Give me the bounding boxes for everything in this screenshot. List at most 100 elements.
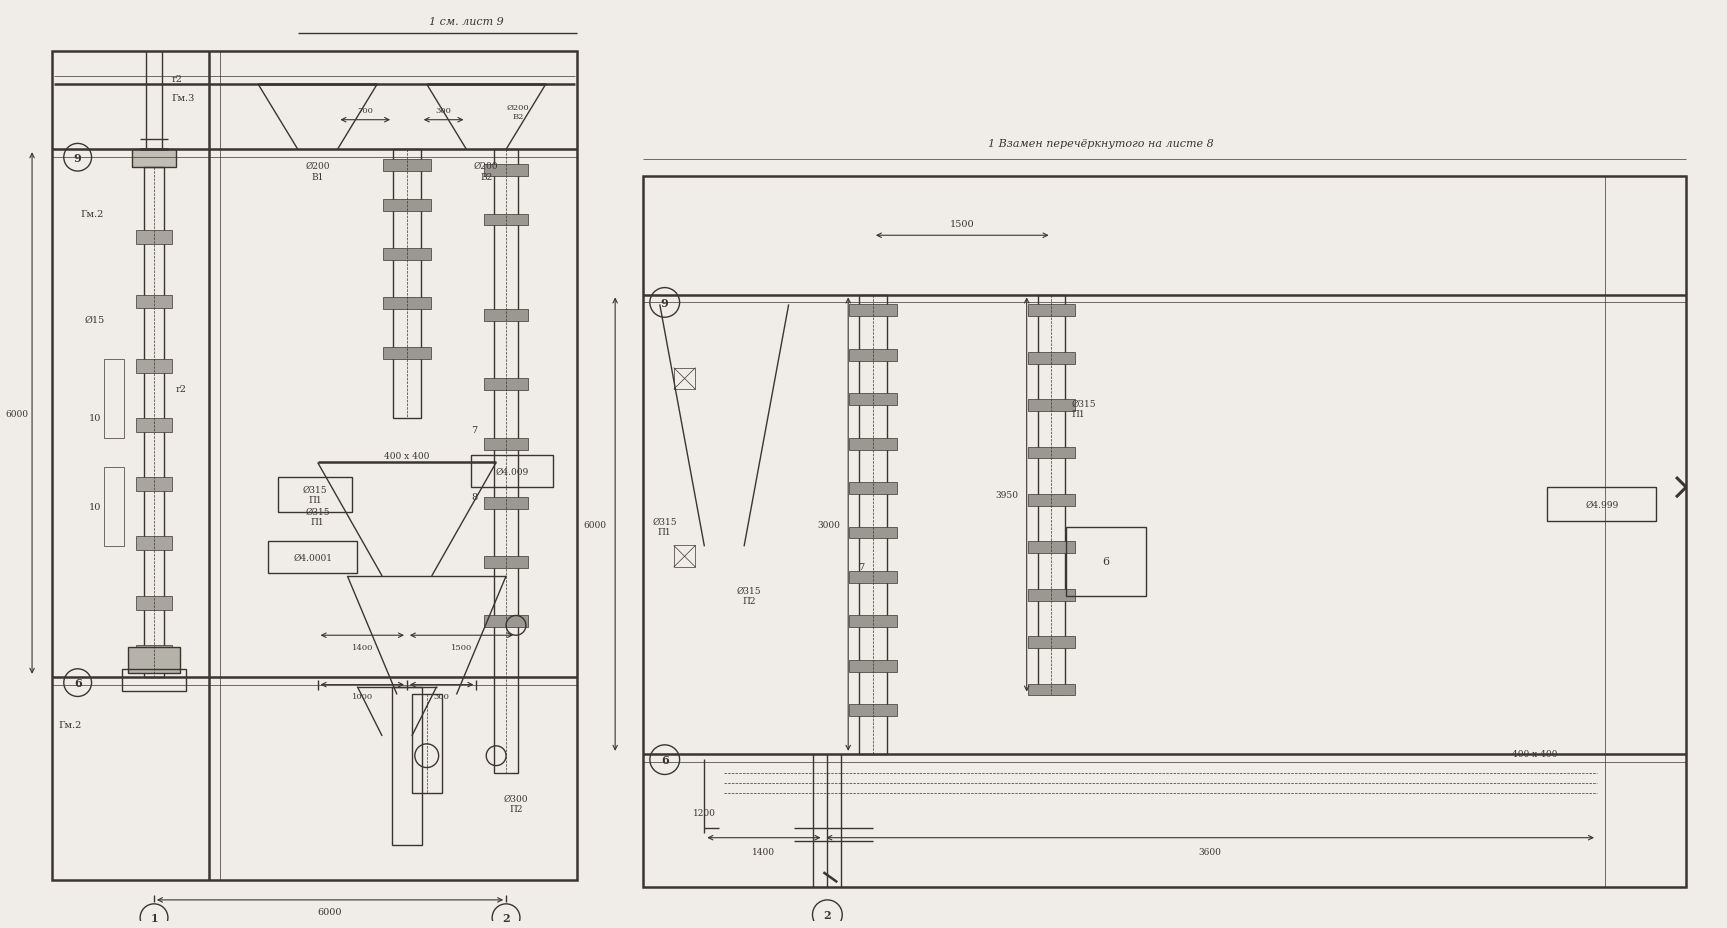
Text: Гм.3: Гм.3 [173,95,195,103]
Bar [1547,487,1656,522]
Text: 9: 9 [661,298,668,309]
Bar [1066,527,1145,596]
Text: 1 Взамен перечёркнутого на листе 8: 1 Взамен перечёркнутого на листе 8 [988,139,1214,149]
Bar [850,350,896,361]
Text: Ø200
B2: Ø200 B2 [473,162,499,182]
Text: 8: 8 [471,493,477,502]
Bar [136,537,173,550]
Bar [850,305,896,316]
Bar [136,295,173,309]
Text: r2: r2 [173,74,183,84]
Bar [484,497,528,509]
Text: Ø300
П2: Ø300 П2 [504,793,528,813]
Bar [133,150,176,168]
Text: Ø4.0001: Ø4.0001 [294,553,332,562]
Text: 2: 2 [503,912,509,923]
Text: 1 см. лист 9: 1 см. лист 9 [428,17,504,27]
Text: Ø315
П1: Ø315 П1 [653,517,677,536]
Text: 1400: 1400 [352,643,373,651]
Bar [52,52,577,880]
Bar [484,165,528,177]
Bar [1038,295,1066,695]
Bar [642,177,1686,887]
Text: 700: 700 [357,107,373,115]
Bar [1028,447,1076,459]
Text: Ø315
П1: Ø315 П1 [302,485,328,505]
Text: 1400: 1400 [753,847,775,857]
Bar [1028,542,1076,554]
Bar [484,214,528,226]
Text: 1200: 1200 [693,808,715,818]
Text: Ø4.999: Ø4.999 [1585,500,1618,509]
Text: Ø315
П1: Ø315 П1 [1071,399,1097,419]
Bar [850,704,896,716]
Text: 10: 10 [88,414,100,423]
Text: 7: 7 [471,426,477,435]
Text: Ø15: Ø15 [85,316,105,325]
Bar [392,687,421,844]
Bar [278,478,352,512]
Bar [484,310,528,322]
Bar [383,347,430,359]
Bar [850,660,896,672]
Text: 300: 300 [433,692,449,701]
Bar [471,456,553,487]
Text: 1500: 1500 [451,643,471,651]
Text: 6: 6 [1102,557,1109,567]
Bar [136,419,173,432]
Bar [136,231,173,245]
Text: 6000: 6000 [5,409,29,419]
Bar [104,359,124,438]
Bar [484,379,528,391]
Bar [850,616,896,627]
Text: 7: 7 [858,562,864,571]
Bar [136,596,173,610]
Text: Гм.2: Гм.2 [81,210,104,228]
Text: 1: 1 [150,912,157,923]
Text: 1500: 1500 [950,220,974,228]
Text: 400 x 400: 400 x 400 [1511,750,1558,758]
Bar [850,438,896,450]
Bar [383,249,430,261]
Text: Ø315
П1: Ø315 П1 [306,508,330,527]
Text: Ø4.009: Ø4.009 [496,468,528,476]
Bar [268,542,357,574]
Bar [484,438,528,450]
Bar [858,295,888,754]
Text: 6: 6 [661,754,668,766]
Bar [136,359,173,373]
Text: Ø315
П2: Ø315 П2 [737,586,762,606]
Text: 1000: 1000 [352,692,373,701]
Text: 6: 6 [74,677,81,689]
Bar [1028,353,1076,365]
Bar [1028,637,1076,649]
Text: 10: 10 [88,503,100,511]
Bar [850,572,896,584]
Bar [104,468,124,547]
Bar [1028,305,1076,316]
Bar [1028,495,1076,507]
Text: r2: r2 [176,384,187,393]
Text: 2: 2 [824,909,831,921]
Bar [411,695,442,793]
Bar [136,645,173,659]
Bar [674,546,696,568]
Bar [1028,684,1076,696]
Text: Ø200
B2: Ø200 B2 [506,104,528,122]
Bar [123,669,187,690]
Text: 6000: 6000 [584,520,606,529]
Bar [383,160,430,172]
Text: 3600: 3600 [1199,847,1221,857]
Bar [1028,400,1076,412]
Bar [484,557,528,569]
Bar [1028,589,1076,601]
Bar [484,616,528,627]
Bar [136,478,173,492]
Text: Гм.2: Гм.2 [59,720,81,728]
Bar [850,393,896,406]
Text: 300: 300 [435,107,451,115]
Bar [494,150,518,774]
Bar [143,168,164,677]
Bar [850,527,896,539]
Bar [383,200,430,212]
